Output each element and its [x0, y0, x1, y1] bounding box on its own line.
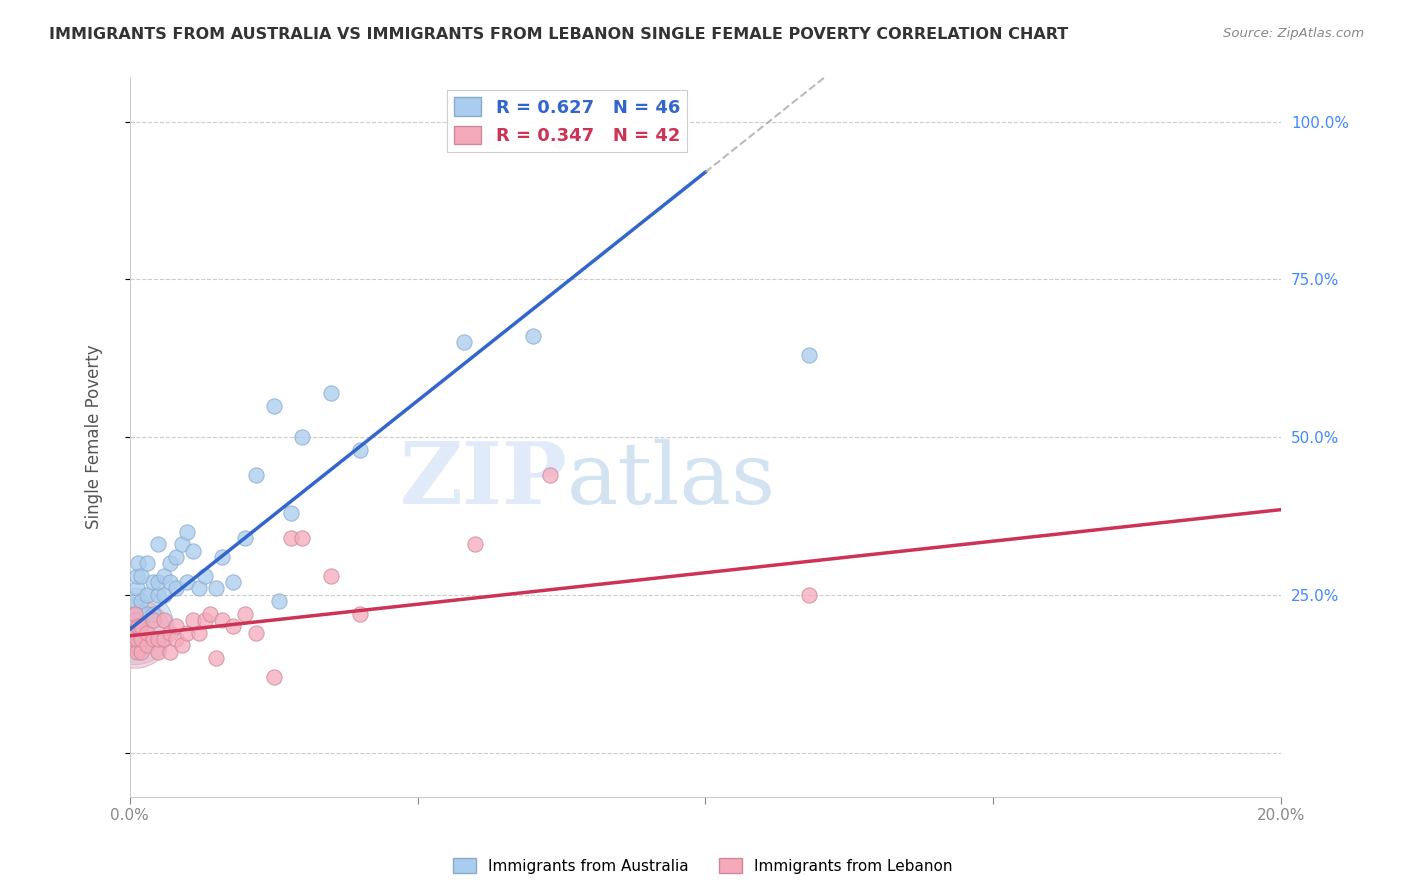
Point	[176, 625, 198, 640]
Text: atlas: atlas	[567, 439, 776, 522]
Point	[124, 607, 146, 621]
Point	[148, 575, 170, 590]
Point	[136, 625, 159, 640]
Point	[153, 569, 176, 583]
Point	[142, 613, 165, 627]
Point	[136, 556, 159, 570]
Point	[127, 556, 149, 570]
Point	[127, 632, 149, 646]
Point	[245, 467, 267, 482]
Point	[165, 619, 187, 633]
Point	[124, 594, 146, 608]
Point	[129, 644, 152, 658]
Point	[193, 569, 215, 583]
Point	[269, 594, 291, 608]
Point	[148, 644, 170, 658]
Point	[522, 329, 544, 343]
Point	[153, 632, 176, 646]
Point	[263, 399, 285, 413]
Point	[129, 594, 152, 608]
Point	[349, 607, 371, 621]
Point	[481, 134, 503, 148]
Point	[129, 619, 152, 633]
Point	[233, 531, 256, 545]
Point	[165, 632, 187, 646]
Point	[222, 619, 245, 633]
Point	[233, 607, 256, 621]
Point	[176, 524, 198, 539]
Point	[159, 575, 181, 590]
Legend: R = 0.627   N = 46, R = 0.347   N = 42: R = 0.627 N = 46, R = 0.347 N = 42	[447, 90, 688, 153]
Point	[153, 613, 176, 627]
Point	[200, 607, 222, 621]
Point	[280, 531, 302, 545]
Point	[124, 632, 146, 646]
Point	[136, 588, 159, 602]
Point	[124, 613, 146, 627]
Point	[187, 582, 209, 596]
Point	[127, 569, 149, 583]
Point	[222, 575, 245, 590]
Point	[159, 556, 181, 570]
Point	[245, 625, 267, 640]
Point	[538, 467, 561, 482]
Point	[211, 613, 233, 627]
Point	[159, 625, 181, 640]
Point	[170, 537, 193, 551]
Point	[165, 549, 187, 564]
Point	[797, 348, 820, 362]
Text: IMMIGRANTS FROM AUSTRALIA VS IMMIGRANTS FROM LEBANON SINGLE FEMALE POVERTY CORRE: IMMIGRANTS FROM AUSTRALIA VS IMMIGRANTS …	[49, 27, 1069, 42]
Point	[125, 644, 148, 658]
Point	[125, 582, 148, 596]
Point	[142, 632, 165, 646]
Point	[181, 543, 204, 558]
Point	[291, 430, 314, 444]
Point	[136, 607, 159, 621]
Point	[211, 549, 233, 564]
Point	[159, 644, 181, 658]
Point	[176, 575, 198, 590]
Point	[148, 537, 170, 551]
Point	[550, 134, 572, 148]
Point	[349, 442, 371, 457]
Y-axis label: Single Female Poverty: Single Female Poverty	[86, 344, 103, 529]
Point	[187, 625, 209, 640]
Point	[129, 619, 152, 633]
Point	[129, 569, 152, 583]
Point	[124, 625, 146, 640]
Point	[124, 623, 146, 637]
Text: ZIP: ZIP	[399, 438, 567, 522]
Point	[129, 632, 152, 646]
Text: Source: ZipAtlas.com: Source: ZipAtlas.com	[1223, 27, 1364, 40]
Point	[148, 588, 170, 602]
Point	[142, 607, 165, 621]
Point	[165, 582, 187, 596]
Point	[263, 670, 285, 684]
Legend: Immigrants from Australia, Immigrants from Lebanon: Immigrants from Australia, Immigrants fr…	[447, 852, 959, 880]
Point	[124, 619, 146, 633]
Point	[153, 588, 176, 602]
Point	[124, 613, 146, 627]
Point	[453, 335, 475, 350]
Point	[797, 588, 820, 602]
Point	[205, 582, 228, 596]
Point	[148, 632, 170, 646]
Point	[124, 607, 146, 621]
Point	[136, 638, 159, 652]
Point	[291, 531, 314, 545]
Point	[321, 385, 343, 400]
Point	[464, 537, 486, 551]
Point	[122, 638, 145, 652]
Point	[170, 638, 193, 652]
Point	[124, 625, 146, 640]
Point	[142, 575, 165, 590]
Point	[280, 506, 302, 520]
Point	[127, 619, 149, 633]
Point	[193, 613, 215, 627]
Point	[205, 651, 228, 665]
Point	[321, 569, 343, 583]
Point	[181, 613, 204, 627]
